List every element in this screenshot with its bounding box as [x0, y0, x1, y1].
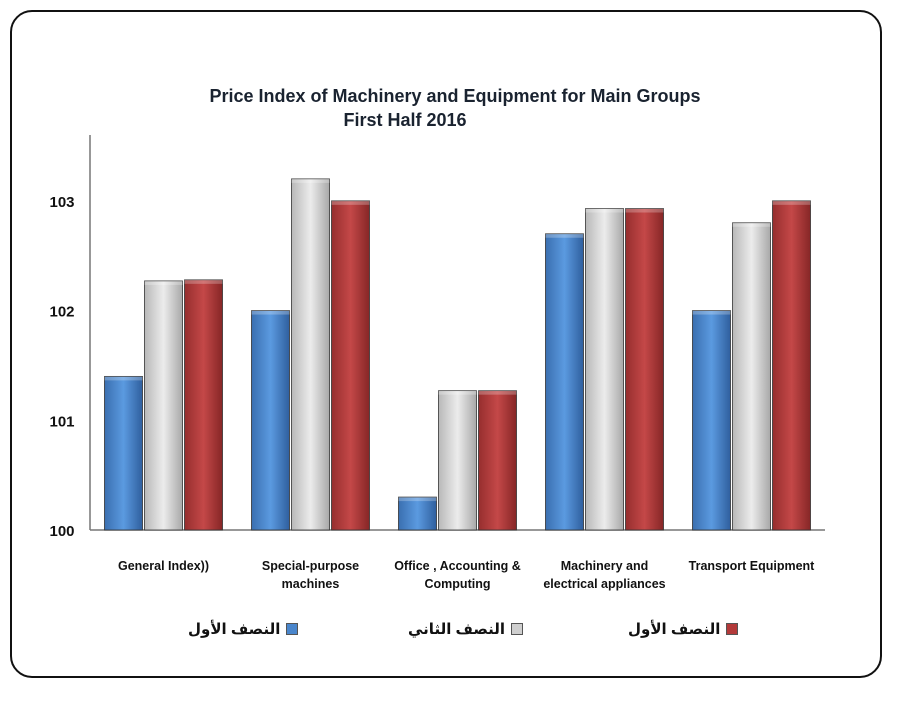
bar-h1-red — [331, 200, 370, 531]
x-tick-label: General Index)) — [118, 559, 209, 573]
chart-subtitle: First Half 2016 — [343, 110, 467, 130]
bar-top-highlight — [251, 310, 290, 315]
bar-top-highlight — [478, 390, 517, 395]
y-tick-label: 100 — [49, 523, 74, 540]
y-tick-label: 101 — [49, 413, 74, 430]
y-tick-label: 102 — [49, 304, 74, 321]
legend-label: النصف الأول — [628, 621, 721, 638]
bar-top-highlight — [144, 280, 183, 285]
legend-item-series-2: النصف الثاني — [408, 620, 524, 638]
bar-h1-red — [772, 200, 811, 531]
legend-item-series-1: النصف الأول — [188, 620, 299, 638]
x-tick-label: Office , Accounting & — [394, 559, 521, 573]
legend-swatch-red — [726, 623, 739, 635]
bar-h1-blue — [692, 310, 731, 531]
y-tick-label: 103 — [49, 194, 74, 211]
legend-label: النصف الثاني — [408, 621, 506, 638]
bar-h1-blue — [398, 496, 437, 531]
bar-h1-blue — [545, 233, 584, 531]
x-tick-label: electrical appliances — [543, 577, 665, 591]
bar-h1-red — [184, 279, 223, 531]
x-tick-label: Transport Equipment — [689, 559, 816, 573]
bar-h1-blue — [104, 375, 143, 531]
bar-h2-gray — [438, 390, 477, 531]
x-tick-label: Special-purpose — [262, 559, 359, 573]
x-tick-label: machines — [282, 577, 340, 591]
legend-item-series-3: النصف الأول — [628, 620, 739, 638]
bar-top-highlight — [732, 222, 771, 227]
bar-h1-blue — [251, 310, 290, 531]
bar-h2-gray — [144, 280, 183, 531]
bar-h1-red — [478, 390, 517, 531]
bar-top-highlight — [692, 310, 731, 315]
x-tick-label: Computing — [425, 577, 491, 591]
x-tick-label: Machinery and — [561, 559, 649, 573]
bar-top-highlight — [625, 208, 664, 213]
bar-h2-gray — [585, 208, 624, 531]
legend-label: النصف الأول — [188, 621, 281, 638]
bar-top-highlight — [438, 390, 477, 395]
bar-top-highlight — [104, 376, 143, 381]
bar-top-highlight — [331, 200, 370, 205]
bar-top-highlight — [291, 178, 330, 183]
chart-legend: النصف الأول النصف الثاني النصف الأول — [0, 620, 910, 644]
bar-h2-gray — [732, 222, 771, 531]
bar-top-highlight — [585, 208, 624, 213]
bar-h1-red — [625, 208, 664, 531]
legend-swatch-gray — [511, 623, 524, 635]
bar-top-highlight — [772, 200, 811, 205]
bar-top-highlight — [545, 233, 584, 238]
chart-title: Price Index of Machinery and Equipment f… — [209, 86, 701, 106]
bar-top-highlight — [184, 279, 223, 284]
bar-h2-gray — [291, 178, 330, 531]
legend-swatch-blue — [286, 623, 299, 635]
bar-top-highlight — [398, 497, 437, 502]
